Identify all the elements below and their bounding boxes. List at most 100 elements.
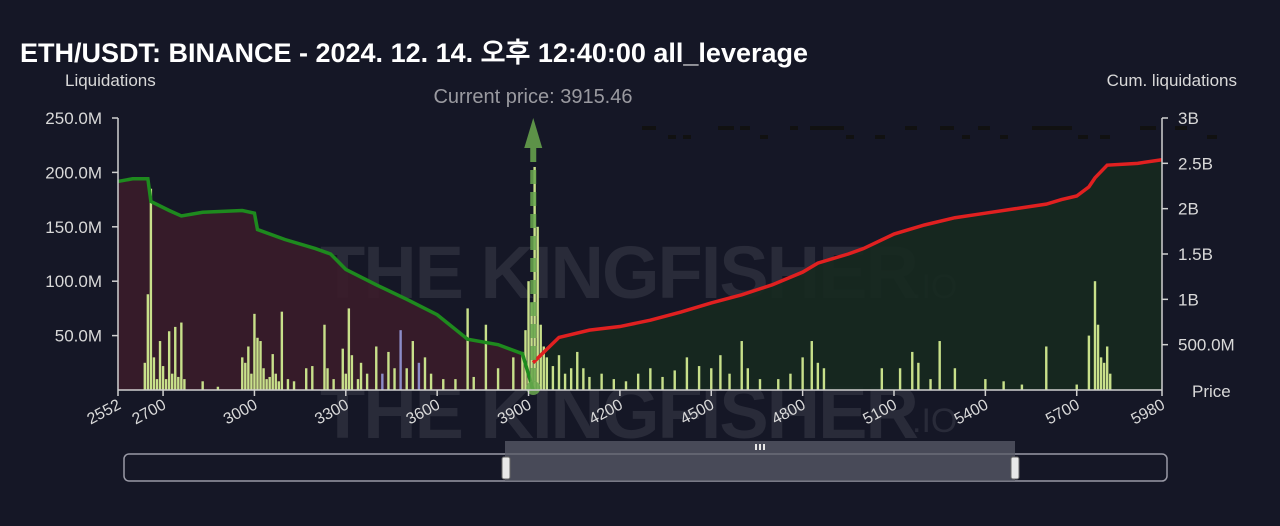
liquidation-bar xyxy=(161,366,165,390)
y2-axis-title: Cum. liquidations xyxy=(1107,71,1237,90)
liquidation-bar xyxy=(305,368,308,390)
liquidation-bar xyxy=(1093,281,1097,390)
liquidation-bar xyxy=(256,337,259,390)
liquidation-bar xyxy=(311,366,314,390)
liquidation-bar xyxy=(1102,362,1106,390)
liquidation-bar xyxy=(911,351,914,390)
liquidation-bar xyxy=(746,368,750,390)
x-tick-label: 5400 xyxy=(952,396,991,428)
x-axis-title: Price xyxy=(1192,382,1231,401)
liquidation-bar xyxy=(247,346,250,390)
liquidation-bar xyxy=(758,379,762,390)
range-slider-right-handle[interactable] xyxy=(1010,456,1020,480)
current-price-dot xyxy=(526,381,541,395)
liquidation-bar xyxy=(527,281,530,390)
liquidation-bar xyxy=(929,379,932,390)
liquidation-bar xyxy=(155,379,159,390)
range-slider-left-handle[interactable] xyxy=(501,456,511,480)
liquidation-bar xyxy=(536,226,539,390)
liquidation-bar xyxy=(533,166,536,390)
liquidation-bar xyxy=(280,311,284,390)
current-price-label: Current price: 3915.46 xyxy=(433,86,632,108)
chart-title: ETH/USDT: BINANCE - 2024. 12. 14. 오후 12:… xyxy=(20,38,808,68)
liquidation-bar xyxy=(241,357,244,390)
liquidation-bar xyxy=(350,355,354,390)
liquidation-bar xyxy=(740,341,743,390)
liquidation-bar xyxy=(636,373,640,390)
y2-axis-ticks: 500.0M 1B 1.5B 2B 2.5B 3B xyxy=(1162,109,1235,355)
liquidation-bar xyxy=(149,188,153,390)
liquidation-bar xyxy=(822,368,826,390)
cumulative-fills xyxy=(118,159,1162,390)
y2-tick-label: 500.0M xyxy=(1178,336,1235,355)
liquidation-bar xyxy=(880,368,884,390)
liquidation-bar xyxy=(576,351,579,390)
y-tick-label: 150.0M xyxy=(45,218,102,237)
y2-tick-label: 1B xyxy=(1178,290,1199,309)
liquidation-bar xyxy=(180,322,183,390)
liquidation-bar xyxy=(1020,384,1024,390)
x-tick-label: 3000 xyxy=(221,396,260,428)
liquidation-bar xyxy=(512,357,515,390)
liquidation-bar xyxy=(271,354,274,390)
liquidation-bar xyxy=(953,368,957,390)
liquidation-bar xyxy=(174,326,177,390)
liquidation-bar xyxy=(1096,324,1100,390)
liquidation-bar xyxy=(292,381,296,390)
y-tick-label: 50.0M xyxy=(55,327,102,346)
liquidation-bars xyxy=(143,166,1112,390)
liquidation-bar xyxy=(649,368,652,390)
liquidation-bar xyxy=(917,362,920,390)
liquidation-bar xyxy=(624,381,628,390)
liquidation-bar xyxy=(789,373,792,390)
liquidation-bar xyxy=(569,368,573,390)
liquidation-bar xyxy=(250,373,253,390)
liquidation-bar xyxy=(323,324,326,390)
liquidation-bar xyxy=(582,368,585,390)
watermark-suffix-lower: .IO xyxy=(912,402,957,440)
liquidation-bar xyxy=(411,341,415,390)
liquidation-bar xyxy=(375,346,378,390)
liquidation-bar xyxy=(171,373,174,390)
liquidation-bar xyxy=(898,368,902,390)
liquidation-bar xyxy=(152,357,156,390)
liquidation-bar xyxy=(158,341,162,390)
liquidation-bar xyxy=(612,379,616,390)
liquidation-bar xyxy=(359,362,363,390)
liquidation-bar xyxy=(600,373,603,390)
liquidation-bar xyxy=(442,379,445,390)
liquidation-bar xyxy=(423,357,427,390)
liquidation-bar xyxy=(710,368,713,390)
liquidation-bar xyxy=(365,373,369,390)
cum-long-fill xyxy=(533,159,1162,390)
liquidation-bar xyxy=(341,348,344,390)
liquidation-bar xyxy=(429,373,433,390)
liquidation-bar xyxy=(563,373,567,390)
x-tick-label: 5980 xyxy=(1128,396,1167,428)
y-tick-label: 100.0M xyxy=(45,272,102,291)
y2-tick-label: 1.5B xyxy=(1178,245,1213,264)
liquidation-bar xyxy=(938,341,941,390)
y2-tick-label: 3B xyxy=(1178,109,1199,128)
y-axis-ticks: 50.0M 100.0M 150.0M 200.0M 250.0M xyxy=(45,109,118,346)
liquidation-bar xyxy=(1075,384,1078,390)
liquidation-bar xyxy=(332,379,335,390)
range-slider[interactable] xyxy=(123,441,1168,482)
liquidation-bar xyxy=(1045,346,1048,390)
liquidation-bar xyxy=(274,373,277,390)
liquidation-bar xyxy=(673,370,676,390)
y2-tick-label: 2.5B xyxy=(1178,154,1213,173)
liquidation-bar xyxy=(810,341,813,390)
x-tick-label: 5700 xyxy=(1043,396,1082,428)
liquidation-bar xyxy=(265,379,268,390)
liquidation-bar xyxy=(545,357,549,390)
liquidation-bar xyxy=(277,381,281,390)
liquidation-bar xyxy=(542,346,545,390)
range-slider-grip-icon[interactable] xyxy=(755,444,765,450)
liquidation-bar xyxy=(472,376,475,390)
liquidation-bar xyxy=(719,355,722,390)
liquidation-bar xyxy=(1087,335,1091,390)
liquidation-bar xyxy=(588,376,591,390)
liquidation-bar xyxy=(347,308,351,390)
